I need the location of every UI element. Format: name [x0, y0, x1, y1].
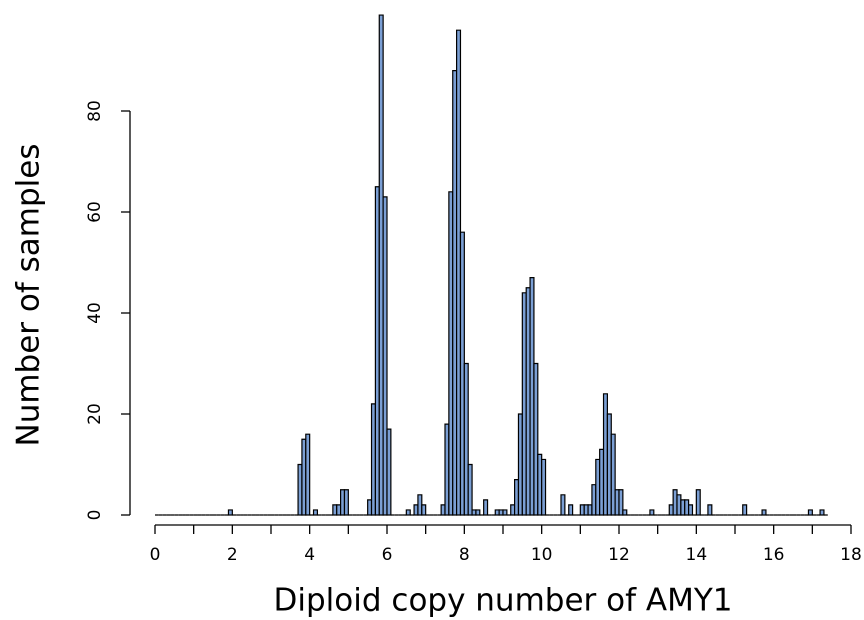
bar	[649, 509, 655, 516]
x-tick-label: 16	[763, 545, 785, 565]
bar	[622, 509, 628, 516]
bar	[695, 489, 701, 516]
x-tick-label: 8	[459, 545, 470, 565]
x-tick-label: 10	[531, 545, 553, 565]
y-tick-label: 0	[85, 510, 105, 521]
bar	[529, 277, 535, 516]
bar	[312, 509, 318, 516]
x-tick-label: 0	[150, 545, 161, 565]
bar	[684, 499, 690, 516]
bar	[502, 509, 508, 516]
bar	[483, 499, 489, 516]
bar	[807, 509, 813, 516]
x-tick-label: 2	[227, 545, 238, 565]
bar	[421, 504, 427, 516]
bar	[386, 428, 392, 516]
bar	[456, 29, 462, 516]
bar	[459, 231, 465, 516]
bar	[405, 509, 411, 516]
bar	[568, 504, 574, 516]
bar	[707, 504, 713, 516]
x-tick-label: 6	[382, 545, 393, 565]
bar	[343, 489, 349, 516]
bar	[606, 413, 612, 516]
x-tick-label: 4	[304, 545, 315, 565]
bar	[305, 433, 311, 516]
bar	[537, 453, 543, 516]
bar	[533, 362, 539, 516]
bar	[467, 463, 473, 516]
bar	[227, 509, 233, 516]
bar	[672, 489, 678, 516]
bar	[676, 494, 682, 516]
bar	[688, 504, 694, 516]
bar	[610, 433, 616, 516]
y-tick-label: 60	[85, 201, 105, 223]
bar	[560, 494, 566, 516]
bar	[618, 489, 624, 516]
x-tick-label: 14	[686, 545, 708, 565]
bar	[541, 458, 547, 516]
bar	[819, 509, 825, 516]
y-axis-title: Number of samples	[11, 144, 47, 447]
bar	[382, 196, 388, 516]
y-tick-label: 80	[85, 100, 105, 122]
x-axis-title: Diploid copy number of AMY1	[274, 583, 733, 619]
bar	[463, 362, 469, 516]
y-tick-label: 40	[85, 302, 105, 324]
x-tick-label: 12	[608, 545, 630, 565]
bar	[378, 14, 384, 516]
bar	[742, 504, 748, 516]
bar	[602, 393, 608, 516]
x-tick-label: 18	[840, 545, 862, 565]
bar	[417, 494, 423, 516]
bar	[761, 509, 767, 516]
bar	[475, 509, 481, 516]
y-tick-label: 20	[85, 403, 105, 425]
